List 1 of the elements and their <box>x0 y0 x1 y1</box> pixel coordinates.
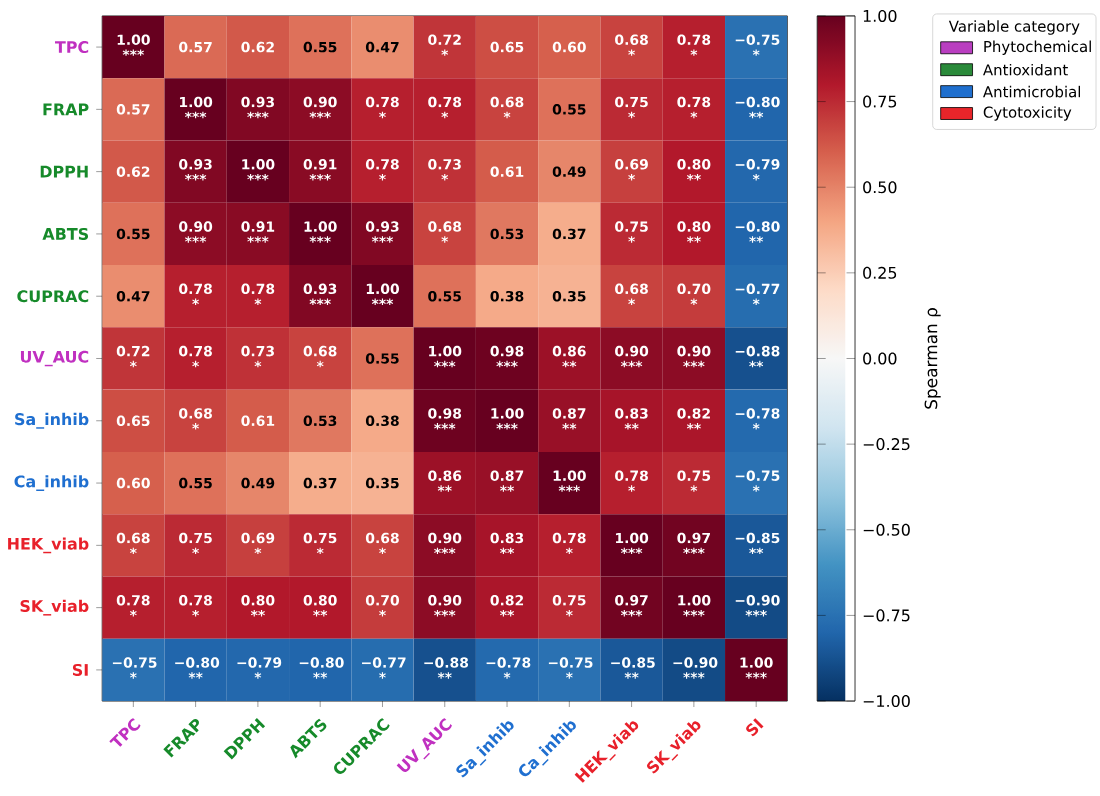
color-bar-title: Spearman ρ <box>924 308 941 409</box>
